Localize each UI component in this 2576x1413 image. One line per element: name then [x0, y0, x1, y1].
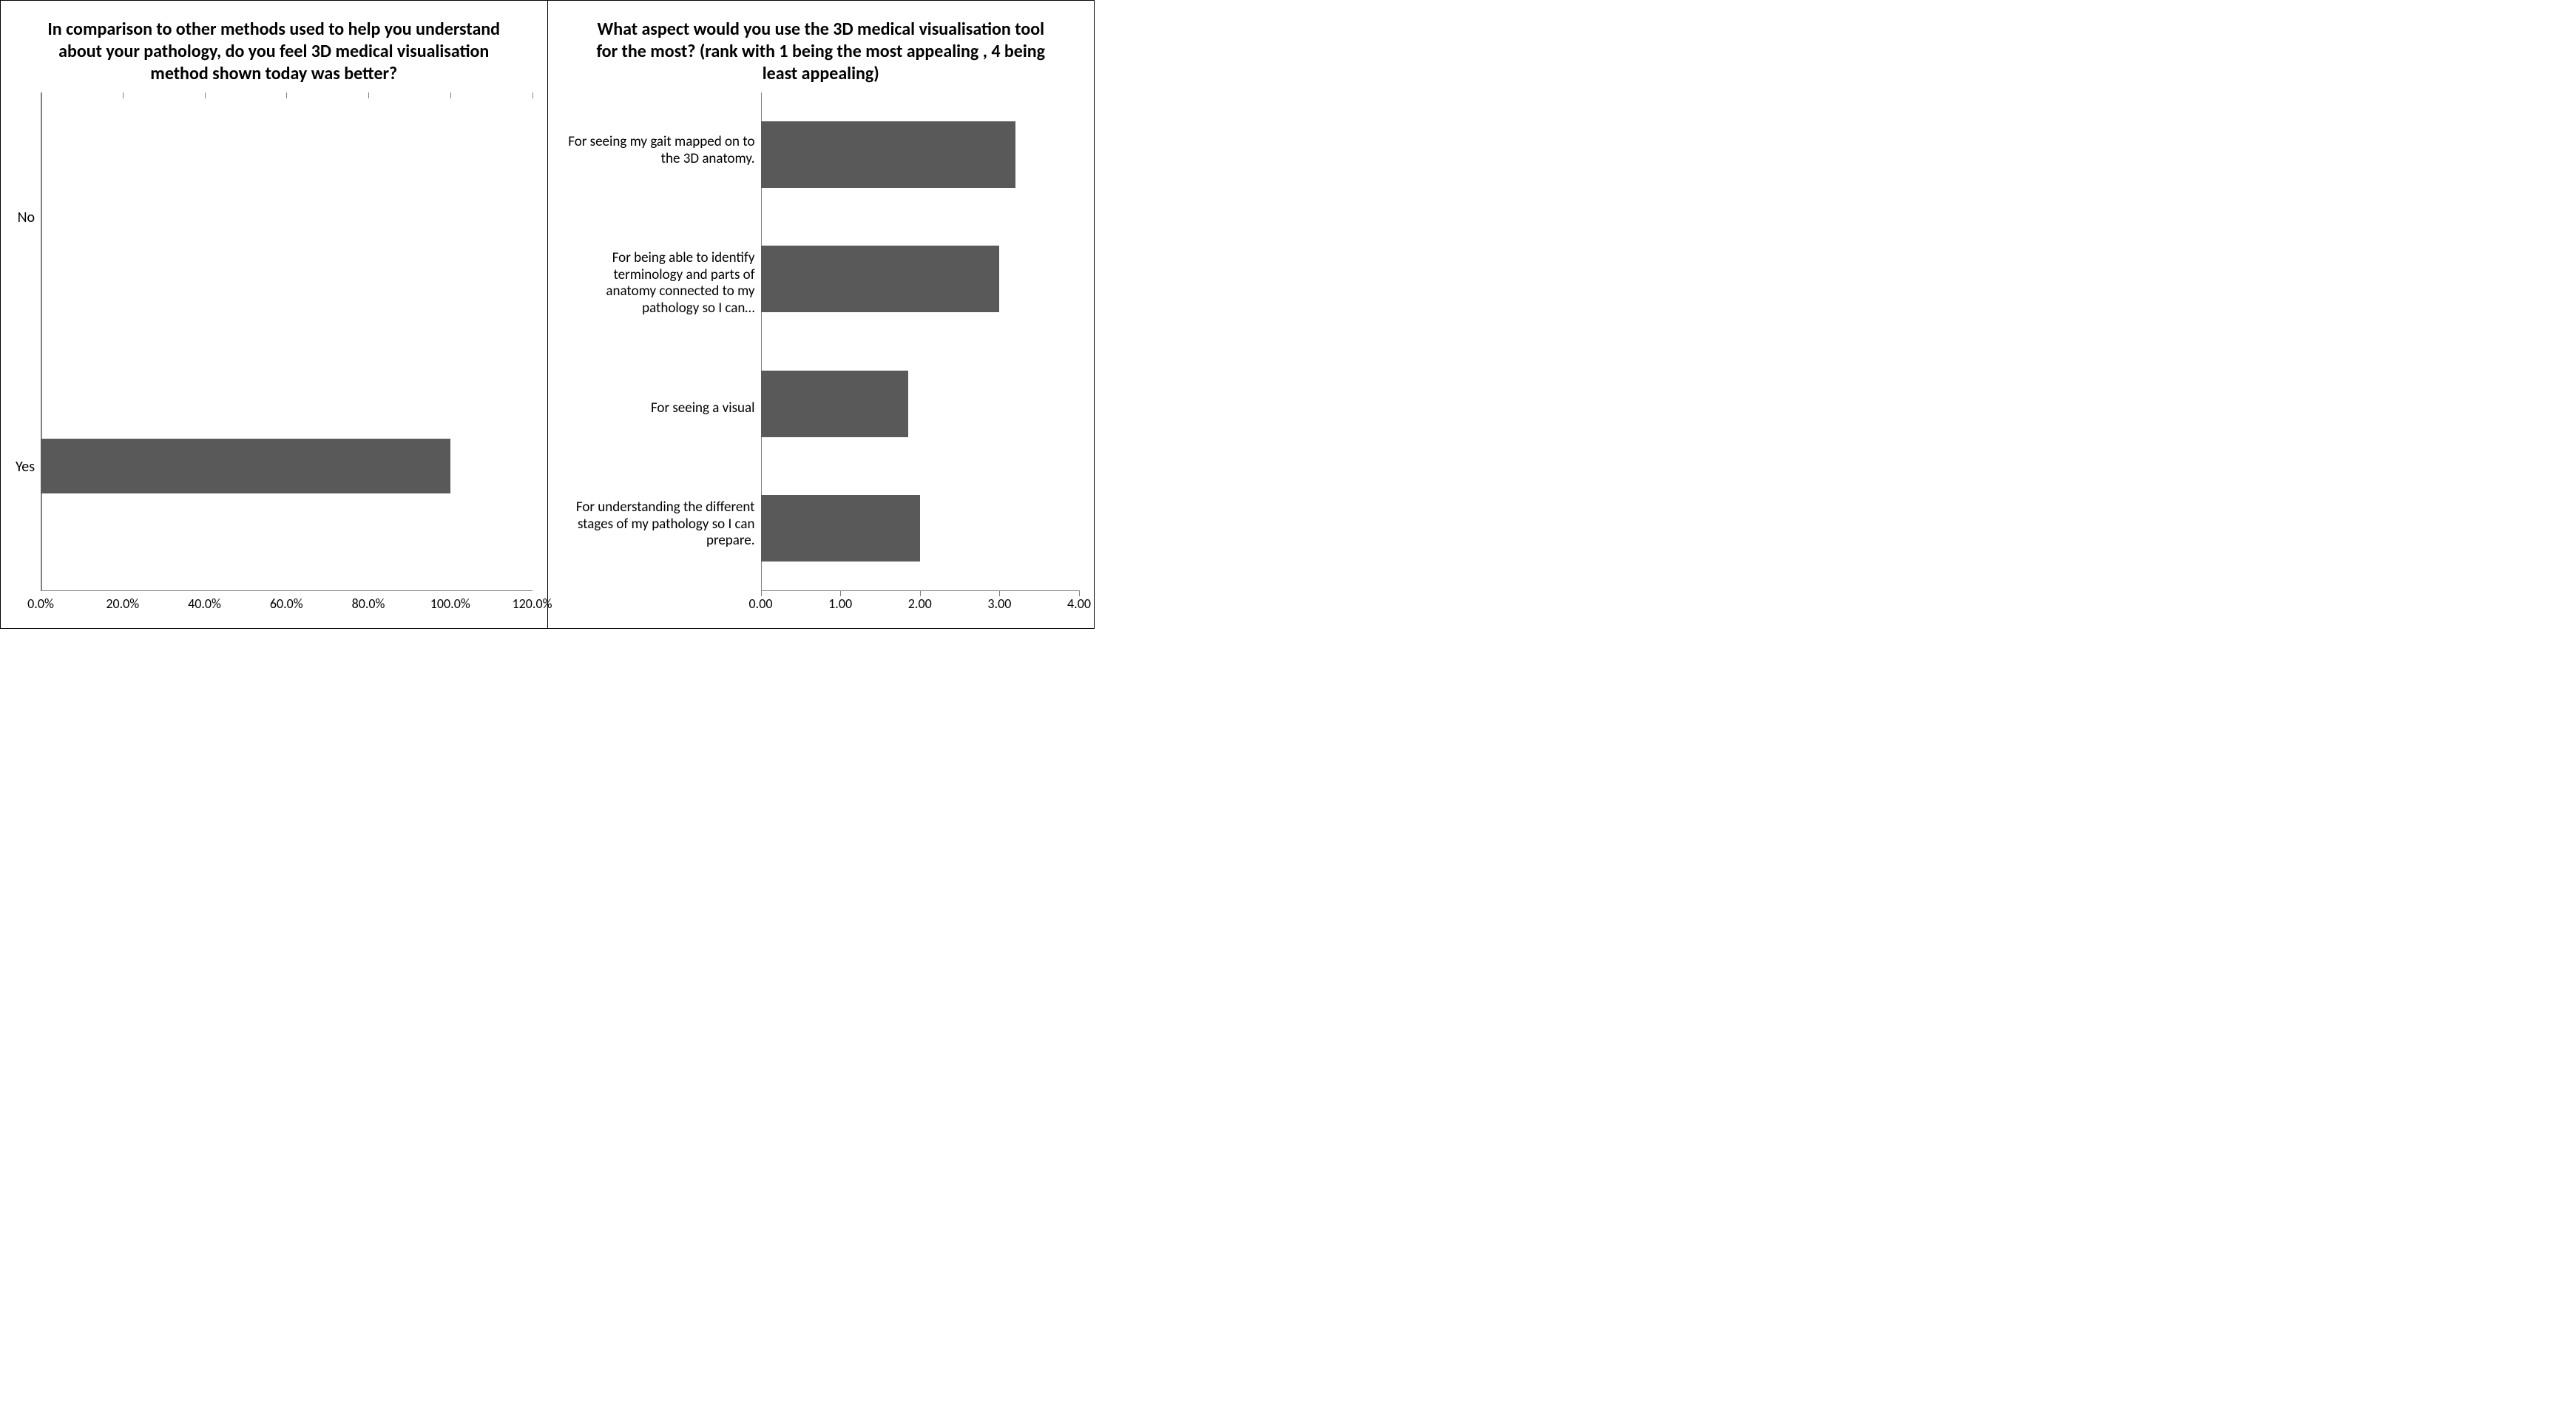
dual-chart-figure: In comparison to other methods used to h… [0, 0, 1095, 629]
left-chart-plot [41, 92, 532, 591]
left-chart-bar-row [41, 189, 532, 244]
left-chart-x-tick-label: 80.0% [352, 596, 385, 612]
left-chart-panel: In comparison to other methods used to h… [0, 0, 548, 629]
right-chart-body: For seeing my gait mapped on to the 3D a… [563, 92, 1080, 591]
right-chart-x-tick-row: 0.001.002.003.004.00 [761, 596, 1080, 613]
right-chart-y-labels: For seeing my gait mapped on to the 3D a… [563, 92, 761, 591]
right-chart-category-label: For being able to identify terminology a… [563, 246, 755, 322]
left-chart-title: In comparison to other methods used to h… [47, 18, 501, 85]
right-chart-x-tick-label: 0.00 [749, 596, 773, 612]
left-chart-x-tick-row: 0.0%20.0%40.0%60.0%80.0%100.0%120.0% [41, 596, 533, 613]
right-chart-x-tick-label: 1.00 [828, 596, 852, 612]
left-chart-x-tick-label: 120.0% [513, 596, 552, 612]
left-chart-category-label: No [16, 204, 35, 231]
right-chart-title: What aspect would you use the 3D medical… [593, 18, 1048, 85]
left-chart-body: No Yes [16, 92, 533, 591]
left-chart-bar-row [41, 439, 532, 493]
right-chart-x-ticks: 0.001.002.003.004.00 [563, 591, 1080, 613]
left-chart-bars [41, 92, 532, 590]
right-chart-plot [761, 92, 1080, 591]
left-chart-bar [41, 439, 450, 493]
right-chart-x-tick-label: 2.00 [908, 596, 932, 612]
left-chart: NoYes 0.0%20.0%40.0%60.0%80.0%100.0%120.… [16, 92, 533, 613]
left-chart-x-tick-label: 0.0% [27, 596, 54, 612]
right-chart-panel: What aspect would you use the 3D medical… [548, 0, 1095, 629]
right-chart-category-label: For seeing a visual [563, 396, 755, 422]
left-chart-y-labels: No Yes [16, 92, 41, 591]
left-chart-x-tick-label: 100.0% [430, 596, 470, 612]
right-chart-x-tick-label: 4.00 [1067, 596, 1091, 612]
right-chart-category-label: For seeing my gait mapped on to the 3D a… [563, 129, 755, 172]
left-chart-x-tick-label: 20.0% [106, 596, 139, 612]
right-chart: For seeing my gait mapped on to the 3D a… [563, 92, 1080, 613]
left-chart-category-label: Yes [16, 453, 35, 480]
left-chart-x-tick-label: 60.0% [270, 596, 303, 612]
right-chart-category-label: For understanding the different stages o… [563, 495, 755, 554]
left-chart-x-ticks: 0.0%20.0%40.0%60.0%80.0%100.0%120.0% [16, 591, 533, 613]
left-chart-x-tick-label: 40.0% [188, 596, 221, 612]
right-chart-bottom-ticks [761, 92, 1080, 590]
right-chart-x-tick-label: 3.00 [987, 596, 1011, 612]
